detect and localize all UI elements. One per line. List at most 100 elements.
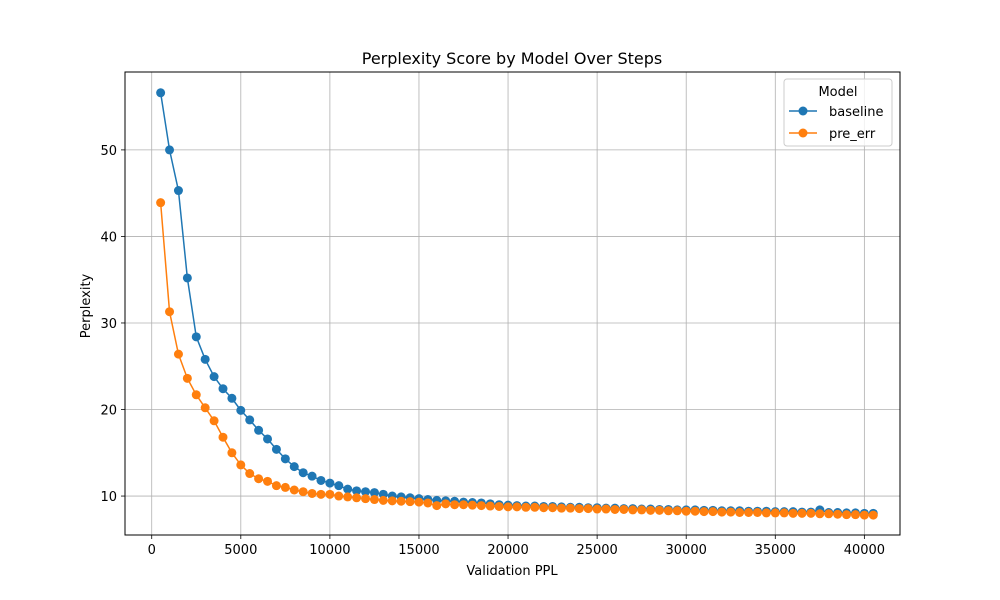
data-point-pre-err (797, 508, 807, 518)
data-point-pre-err (432, 501, 442, 511)
x-axis-label: Validation PPL (466, 564, 558, 579)
data-point-baseline (209, 372, 219, 382)
data-point-pre-err (307, 488, 317, 498)
data-point-pre-err (654, 505, 664, 515)
data-point-pre-err (726, 507, 736, 517)
data-point-pre-err (806, 508, 816, 518)
data-point-pre-err (735, 508, 745, 517)
data-point-pre-err (191, 390, 201, 400)
data-point-pre-err (476, 501, 486, 511)
data-point-pre-err (628, 505, 638, 515)
data-point-baseline (298, 468, 308, 478)
data-point-baseline (254, 425, 264, 435)
data-point-pre-err (200, 403, 210, 413)
data-point-pre-err (824, 509, 834, 519)
data-point-baseline (289, 462, 299, 472)
data-point-pre-err (663, 506, 673, 516)
data-point-pre-err (467, 500, 477, 510)
data-point-baseline (191, 332, 201, 342)
data-point-pre-err (699, 507, 709, 517)
legend-title: Model (818, 85, 857, 100)
data-point-pre-err (378, 495, 388, 505)
legend: Model baseline pre_err (783, 78, 893, 147)
data-point-pre-err (423, 498, 433, 508)
data-point-pre-err (316, 489, 326, 499)
legend-marker-baseline (798, 106, 808, 116)
data-point-baseline (156, 88, 166, 98)
plot-frame (124, 71, 901, 536)
data-point-pre-err (156, 198, 166, 208)
legend-label-pre-err: pre_err (829, 127, 876, 142)
data-point-baseline (182, 273, 192, 283)
data-point-pre-err (361, 494, 371, 504)
data-point-pre-err (708, 507, 718, 517)
data-point-pre-err (263, 476, 273, 486)
x-tick-label: 40000 (844, 543, 885, 558)
data-point-pre-err (325, 489, 335, 499)
data-point-pre-err (343, 492, 353, 502)
data-point-pre-err (218, 432, 228, 442)
data-point-pre-err (450, 500, 460, 510)
data-point-pre-err (236, 460, 246, 470)
data-point-baseline (271, 444, 281, 454)
x-tick-label: 0 (148, 543, 156, 558)
x-tick-label: 15000 (398, 543, 439, 558)
data-point-baseline (218, 384, 228, 394)
grid (125, 72, 900, 535)
data-point-pre-err (387, 496, 397, 506)
data-point-pre-err (583, 504, 593, 514)
y-tick-label: 20 (100, 404, 117, 419)
data-point-pre-err (833, 509, 843, 519)
data-point-pre-err (815, 509, 825, 519)
data-point-baseline (334, 481, 344, 491)
data-point-baseline (165, 145, 175, 155)
data-point-pre-err (182, 373, 192, 383)
data-point-pre-err (245, 469, 255, 479)
legend-label-baseline: baseline (829, 105, 883, 120)
x-tick-label: 10000 (309, 543, 350, 558)
data-point-pre-err (334, 491, 344, 501)
data-point-baseline (236, 405, 246, 415)
data-point-pre-err (690, 506, 700, 516)
data-point-pre-err (859, 510, 869, 520)
legend-marker-pre-err (798, 128, 808, 138)
data-point-pre-err (405, 497, 415, 507)
data-point-pre-err (530, 502, 540, 512)
data-point-pre-err (369, 495, 379, 505)
data-point-pre-err (868, 510, 878, 520)
data-point-baseline (343, 484, 353, 494)
data-point-baseline (369, 488, 379, 498)
data-point-pre-err (254, 474, 264, 484)
y-tick-label: 40 (100, 230, 117, 245)
x-tick-label: 35000 (755, 543, 796, 558)
data-point-pre-err (503, 502, 513, 512)
data-point-pre-err (271, 481, 281, 491)
data-point-pre-err (352, 493, 362, 503)
data-point-pre-err (788, 508, 798, 518)
data-point-pre-err (601, 504, 611, 514)
data-point-pre-err (574, 504, 584, 514)
data-point-pre-err (459, 500, 469, 510)
data-point-pre-err (592, 504, 602, 514)
data-point-pre-err (744, 508, 754, 517)
data-point-pre-err (209, 416, 219, 426)
data-point-pre-err (539, 503, 549, 513)
data-point-baseline (200, 354, 210, 364)
x-tick-label: 20000 (487, 543, 528, 558)
x-tick-label: 5000 (224, 543, 257, 558)
legend-box (783, 78, 893, 147)
data-point-pre-err (494, 501, 504, 511)
data-point-pre-err (441, 499, 451, 509)
data-point-baseline (173, 186, 183, 196)
data-point-pre-err (717, 507, 727, 517)
data-point-pre-err (672, 506, 682, 516)
data-point-pre-err (298, 487, 308, 497)
data-point-pre-err (227, 448, 237, 458)
data-point-pre-err (637, 505, 647, 515)
data-point-pre-err (761, 508, 771, 518)
data-point-baseline (245, 415, 255, 425)
data-point-pre-err (280, 482, 290, 492)
data-point-pre-err (779, 508, 789, 518)
data-point-pre-err (842, 510, 852, 520)
